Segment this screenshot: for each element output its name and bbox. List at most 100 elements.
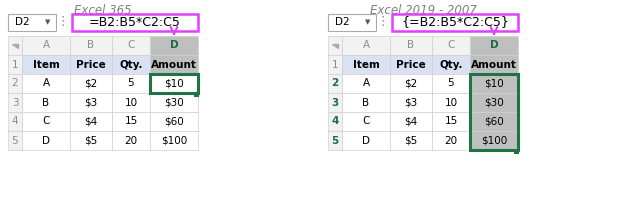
Bar: [328, 131, 342, 150]
Text: C: C: [127, 41, 134, 50]
Bar: [8, 93, 22, 112]
Bar: [470, 93, 518, 112]
Text: 4: 4: [331, 116, 339, 127]
Text: {=B2:B5*C2:C5}: {=B2:B5*C2:C5}: [401, 15, 509, 29]
Bar: [328, 36, 342, 55]
Text: A: A: [43, 78, 50, 89]
Text: $2: $2: [404, 78, 418, 89]
Text: $10: $10: [484, 78, 504, 89]
Bar: [392, 13, 518, 30]
Bar: [342, 74, 390, 93]
Bar: [22, 112, 70, 131]
Text: $5: $5: [84, 135, 97, 146]
Bar: [342, 93, 390, 112]
Bar: [22, 36, 70, 55]
Bar: [70, 55, 112, 74]
Bar: [150, 93, 198, 112]
Bar: [432, 36, 470, 55]
Bar: [8, 13, 56, 30]
Text: Amount: Amount: [471, 60, 517, 69]
Text: ▼: ▼: [365, 19, 371, 25]
Text: 2: 2: [11, 78, 18, 89]
Text: $30: $30: [164, 97, 184, 108]
Text: D: D: [42, 135, 50, 146]
Bar: [470, 55, 518, 74]
Bar: [328, 74, 342, 93]
Bar: [8, 36, 22, 55]
Bar: [432, 131, 470, 150]
Text: $5: $5: [404, 135, 418, 146]
Text: B: B: [43, 97, 50, 108]
Text: $4: $4: [404, 116, 418, 127]
Bar: [432, 112, 470, 131]
Text: 10: 10: [445, 97, 457, 108]
Bar: [390, 55, 432, 74]
Text: Excel 2019 - 2007: Excel 2019 - 2007: [369, 5, 476, 17]
Bar: [22, 74, 70, 93]
Bar: [8, 74, 22, 93]
Text: ▼: ▼: [45, 19, 51, 25]
Text: 5: 5: [127, 78, 134, 89]
Bar: [390, 36, 432, 55]
Text: Price: Price: [76, 60, 106, 69]
Text: $3: $3: [84, 97, 97, 108]
Text: ⋮: ⋮: [376, 15, 389, 29]
Text: C: C: [42, 116, 50, 127]
Text: 5: 5: [448, 78, 454, 89]
Bar: [470, 36, 518, 55]
Bar: [70, 74, 112, 93]
Text: D: D: [169, 41, 178, 50]
Bar: [470, 74, 518, 93]
Bar: [194, 92, 199, 97]
Text: 5: 5: [11, 135, 18, 146]
Bar: [432, 74, 470, 93]
Bar: [342, 36, 390, 55]
Bar: [112, 74, 150, 93]
Text: $30: $30: [484, 97, 504, 108]
Bar: [342, 55, 390, 74]
Bar: [390, 112, 432, 131]
Bar: [150, 74, 198, 93]
Bar: [112, 131, 150, 150]
Text: $10: $10: [164, 78, 184, 89]
Bar: [8, 112, 22, 131]
Text: =B2:B5*C2:C5: =B2:B5*C2:C5: [89, 15, 181, 29]
Text: Item: Item: [352, 60, 380, 69]
Text: D: D: [490, 41, 498, 50]
Text: Qty.: Qty.: [119, 60, 143, 69]
Text: Qty.: Qty.: [440, 60, 462, 69]
Text: C: C: [362, 116, 369, 127]
Text: 2: 2: [331, 78, 339, 89]
Bar: [72, 13, 198, 30]
Bar: [470, 131, 518, 150]
Bar: [70, 36, 112, 55]
Text: 3: 3: [331, 97, 339, 108]
Text: D: D: [362, 135, 370, 146]
Text: 1: 1: [11, 60, 18, 69]
Text: D2: D2: [15, 17, 30, 27]
Bar: [112, 112, 150, 131]
Bar: [22, 93, 70, 112]
Text: Excel 365: Excel 365: [74, 5, 132, 17]
Polygon shape: [332, 44, 338, 48]
Bar: [22, 55, 70, 74]
Text: $4: $4: [84, 116, 97, 127]
Bar: [328, 55, 342, 74]
Bar: [328, 13, 376, 30]
Bar: [390, 74, 432, 93]
Text: B: B: [87, 41, 94, 50]
Bar: [328, 112, 342, 131]
Polygon shape: [12, 44, 18, 48]
Bar: [70, 93, 112, 112]
Text: A: A: [362, 78, 369, 89]
Text: D2: D2: [335, 17, 350, 27]
Text: $60: $60: [484, 116, 504, 127]
Bar: [70, 112, 112, 131]
Text: Amount: Amount: [151, 60, 197, 69]
Text: ⋮: ⋮: [57, 15, 69, 29]
Text: A: A: [43, 41, 50, 50]
Text: 15: 15: [124, 116, 138, 127]
Text: $100: $100: [481, 135, 507, 146]
Bar: [342, 112, 390, 131]
Bar: [150, 55, 198, 74]
